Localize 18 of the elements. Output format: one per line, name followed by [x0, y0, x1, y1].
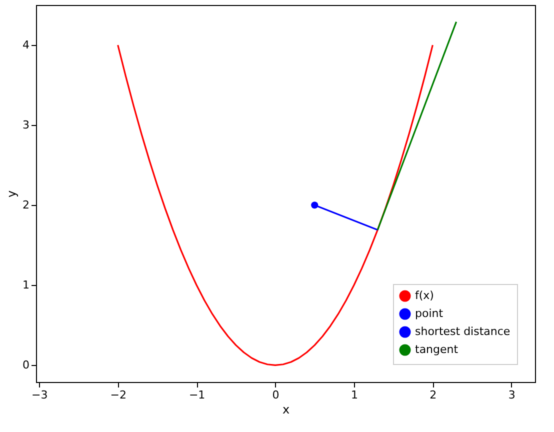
- x-tick-label: 0: [272, 388, 280, 402]
- y-tick-label: 1: [22, 278, 30, 292]
- x-tick-label: −2: [110, 388, 126, 402]
- legend-label: f(x): [415, 289, 434, 302]
- legend-label: tangent: [415, 343, 459, 356]
- x-tick-label: 3: [508, 388, 516, 402]
- y-tick-label: 3: [22, 118, 30, 132]
- legend-label: shortest distance: [415, 325, 510, 338]
- y-axis-title: y: [4, 190, 18, 198]
- y-tick-label: 4: [22, 38, 30, 52]
- x-tick-label: −1: [188, 388, 206, 402]
- x-tick-label: 1: [350, 388, 358, 402]
- x-axis-title: x: [282, 402, 290, 416]
- legend-label: point: [415, 307, 444, 320]
- y-tick-label: 0: [22, 358, 30, 372]
- x-tick-label: −3: [32, 388, 48, 402]
- y-tick-label: 2: [22, 198, 30, 212]
- x-tick-label: 2: [430, 388, 437, 402]
